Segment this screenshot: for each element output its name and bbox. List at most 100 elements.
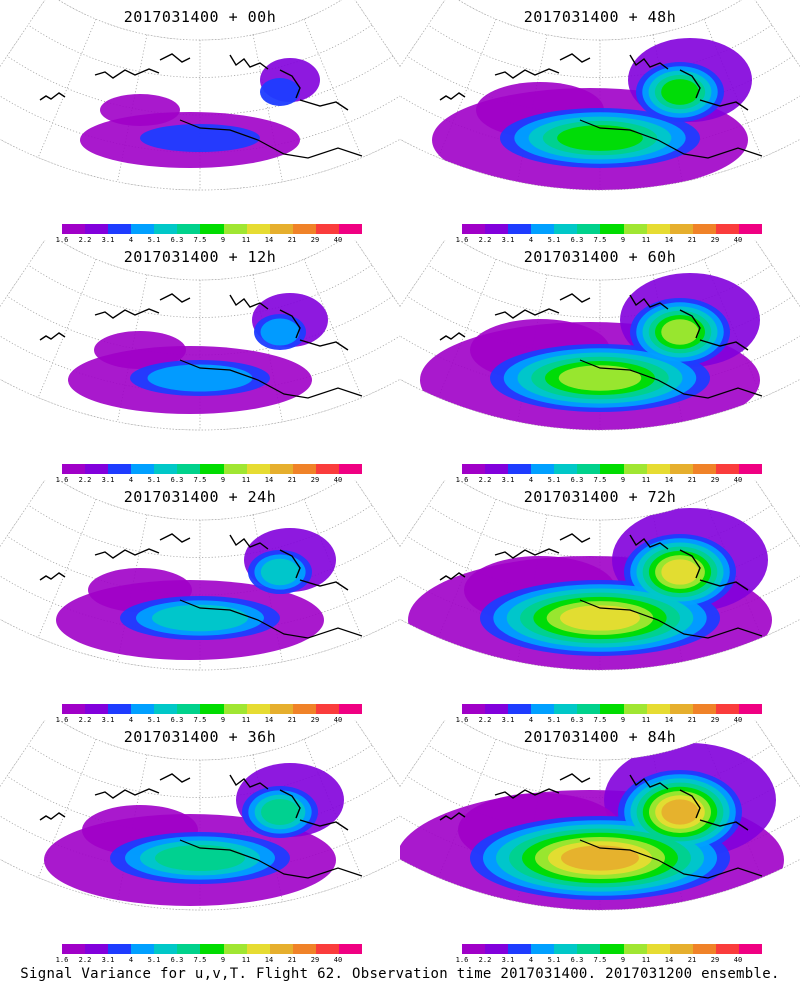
colorbar — [62, 944, 363, 954]
colorbar-swatch — [554, 704, 578, 714]
colorbar-swatch — [108, 944, 132, 954]
colorbar-swatch — [508, 944, 532, 954]
coastline — [39, 53, 363, 159]
colorbar-swatch — [715, 224, 739, 234]
colorbar-label: 4 — [528, 476, 534, 484]
colorbar-swatch — [715, 944, 739, 954]
colorbar-label: 9 — [620, 716, 626, 724]
colorbar-label: 14 — [264, 716, 274, 724]
coastline — [439, 773, 763, 879]
colorbar-swatch — [246, 224, 270, 234]
colorbar-swatch — [531, 224, 555, 234]
colorbar-label: 4 — [528, 956, 534, 964]
colorbar-swatch — [62, 704, 86, 714]
figure-caption: Signal Variance for u,v,T. Flight 62. Ob… — [20, 966, 780, 982]
colorbar-label: 6.3 — [170, 236, 184, 244]
variance-map — [0, 0, 400, 191]
colorbar-label: 2.2 — [78, 476, 92, 484]
colorbar-label: 11 — [641, 476, 651, 484]
colorbar-label: 29 — [310, 476, 320, 484]
colorbar-swatch — [462, 944, 486, 954]
colorbar-swatch — [485, 224, 509, 234]
colorbar-label: 2.2 — [478, 476, 492, 484]
colorbar-label: 29 — [710, 476, 720, 484]
variance-field — [80, 58, 320, 168]
colorbar-label: 21 — [287, 476, 297, 484]
colorbar-swatch — [200, 704, 224, 714]
colorbar-label: 6.3 — [170, 716, 184, 724]
variance-map — [400, 240, 800, 431]
colorbar-swatch — [623, 224, 647, 234]
colorbar-label: 1.6 — [55, 476, 69, 484]
colorbar-label: 40 — [333, 476, 343, 484]
colorbar-label: 11 — [241, 476, 251, 484]
colorbar-swatch — [131, 224, 155, 234]
colorbar-label: 29 — [310, 716, 320, 724]
colorbar-label: 6.3 — [170, 476, 184, 484]
colorbar-label: 5.1 — [147, 236, 161, 244]
colorbar-swatch — [692, 944, 716, 954]
colorbar-swatch — [646, 464, 670, 474]
colorbar-swatch — [669, 464, 693, 474]
colorbar-swatch — [623, 944, 647, 954]
colorbar-swatch — [269, 224, 293, 234]
colorbar-swatch — [646, 704, 670, 714]
colorbar-swatch — [269, 944, 293, 954]
colorbar-swatch — [154, 224, 178, 234]
colorbar-label: 3.1 — [501, 956, 515, 964]
colorbar-label: 7.5 — [193, 476, 207, 484]
colorbar-swatch — [223, 224, 247, 234]
coastline — [439, 53, 763, 159]
colorbar-swatch — [692, 224, 716, 234]
colorbar-label: 5.1 — [547, 956, 561, 964]
colorbar-swatch — [223, 944, 247, 954]
colorbar-label: 1.6 — [55, 956, 69, 964]
panel-title: 2017031400 + 24h — [123, 488, 277, 506]
colorbar-label: 11 — [641, 956, 651, 964]
colorbar-swatch — [315, 224, 339, 234]
colorbar-swatch — [669, 224, 693, 234]
colorbar-labels: 1.6 2.2 3.1 4 5.1 6.3 7.5 9 11 14 21 29 40 — [400, 236, 800, 248]
colorbar-swatch — [600, 224, 624, 234]
colorbar-swatch — [315, 944, 339, 954]
colorbar-swatch — [154, 944, 178, 954]
colorbar-swatch — [338, 704, 363, 714]
colorbar-swatch — [85, 704, 109, 714]
colorbar-swatch — [554, 224, 578, 234]
colorbar-labels: 1.6 2.2 3.1 4 5.1 6.3 7.5 9 11 14 21 29 40 — [0, 716, 400, 728]
colorbar-swatch — [554, 464, 578, 474]
colorbar-swatch — [177, 464, 201, 474]
colorbar-label: 14 — [264, 476, 274, 484]
colorbar-swatch — [62, 224, 86, 234]
coastline — [39, 293, 363, 399]
colorbar-swatch — [715, 704, 739, 714]
colorbar-swatch — [269, 464, 293, 474]
colorbar-swatch — [692, 464, 716, 474]
colorbar-label: 5.1 — [547, 236, 561, 244]
colorbar-label: 7.5 — [193, 716, 207, 724]
colorbar-swatch — [131, 944, 155, 954]
colorbar-swatch — [669, 944, 693, 954]
colorbar-swatch — [62, 944, 86, 954]
colorbar-swatch — [85, 944, 109, 954]
colorbar-swatch — [508, 464, 532, 474]
colorbar-label: 7.5 — [193, 956, 207, 964]
colorbar-swatch — [315, 464, 339, 474]
forecast-panel: 2017031400 + 12h 1.6 2.2 3.1 4 5.1 6.3 7.5 9 11 14… — [0, 240, 400, 484]
colorbar-label: 40 — [333, 716, 343, 724]
colorbar-label: 1.6 — [455, 236, 469, 244]
colorbar-label: 2.2 — [478, 236, 492, 244]
colorbar-swatch — [577, 464, 601, 474]
colorbar-swatch — [338, 464, 363, 474]
colorbar — [62, 464, 363, 474]
colorbar — [462, 944, 763, 954]
colorbar-label: 1.6 — [55, 716, 69, 724]
colorbar — [462, 224, 763, 234]
colorbar-swatch — [623, 704, 647, 714]
variance-field — [68, 293, 328, 414]
colorbar-label: 3.1 — [501, 476, 515, 484]
colorbar-swatch — [292, 464, 316, 474]
colorbar-swatch — [738, 944, 763, 954]
colorbar — [462, 704, 763, 714]
colorbar-label: 14 — [264, 956, 274, 964]
